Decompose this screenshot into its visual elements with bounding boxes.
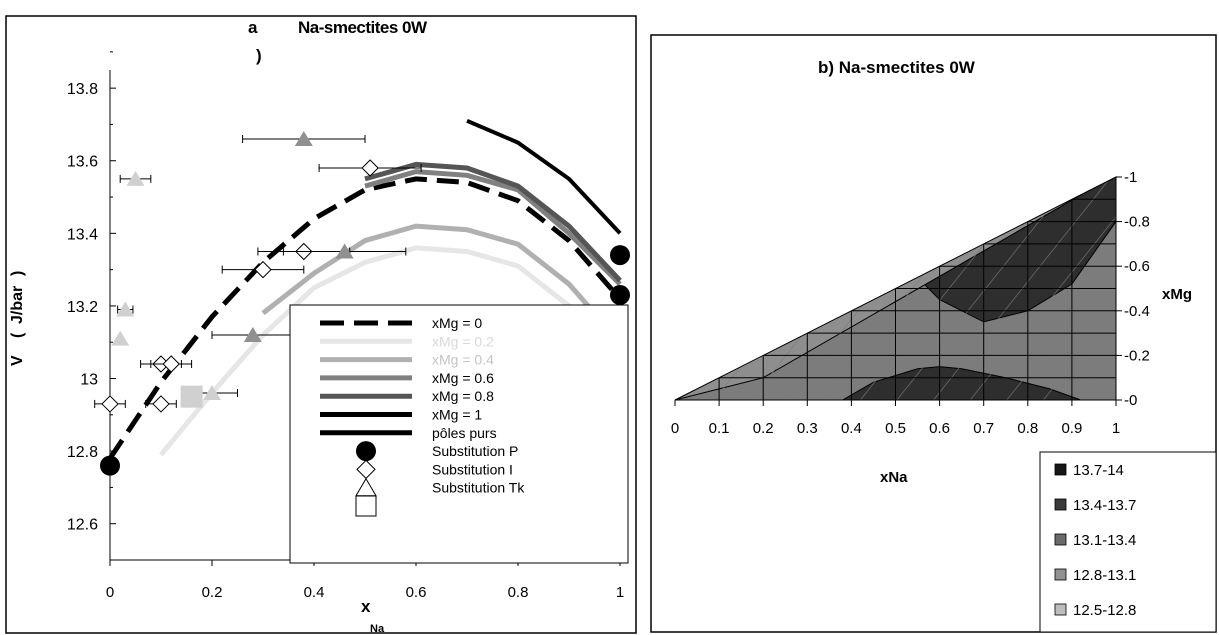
marker-triangle xyxy=(116,301,135,317)
panel-paren: ) xyxy=(256,46,262,65)
legend: xMg = 0 xMg = 0.2 xMg = 0.4 xMg = 0.6 xMg = … xyxy=(320,315,525,517)
marker-triangle xyxy=(243,326,262,342)
right-x-axis-label: xNa xyxy=(880,469,908,486)
x-tick-label: 0.6 xyxy=(406,584,427,601)
y-axis-label: V ( J/bar ) xyxy=(9,271,26,366)
x-tick-label: 0.4 xyxy=(304,584,325,601)
y-label-paren-open: ( xyxy=(9,332,26,338)
marker-diamond xyxy=(101,395,119,413)
right-x-tick-label: 0.2 xyxy=(753,420,774,437)
marker-triangle xyxy=(203,385,221,401)
right-x-tick-label: 0.5 xyxy=(885,420,906,437)
marker-triangle xyxy=(335,243,354,259)
marker-circle xyxy=(610,245,630,266)
legend-color-swatch xyxy=(1054,533,1067,546)
right-x-tick-label: 0.7 xyxy=(973,420,994,437)
legend-color-swatch xyxy=(1054,603,1067,616)
marker-triangle xyxy=(111,330,130,346)
legend-label: Substitution I xyxy=(432,461,513,477)
panel-letter: a xyxy=(248,18,258,37)
right-x-tick-label: 0.9 xyxy=(1061,420,1082,437)
legend-color-swatch xyxy=(1054,463,1067,476)
marker-diamond xyxy=(152,395,170,413)
series-line xyxy=(261,223,622,344)
right-y-axis-label: xMg xyxy=(1162,286,1192,303)
x-tick-label: 0.8 xyxy=(508,584,529,601)
y-tick-label: 12.6 xyxy=(67,517,98,534)
series-line xyxy=(159,245,622,457)
y-tick-label: 13 xyxy=(80,372,98,389)
y-tick-label: 13.8 xyxy=(67,81,98,98)
series-line xyxy=(107,176,622,460)
right-x-tick-label: 0.3 xyxy=(797,420,818,437)
y-label-v: V xyxy=(9,355,26,366)
marker-circle xyxy=(610,285,630,306)
x-tick-label: 1 xyxy=(616,584,624,601)
contour-legend-box xyxy=(1039,451,1217,633)
y-tick-label: 13.4 xyxy=(67,226,98,243)
right-x-tick-label: 1 xyxy=(1112,420,1120,437)
legend-swatch-square xyxy=(355,495,377,517)
right-chart-title: b) Na-smectites 0W xyxy=(818,58,976,77)
left-panel-frame xyxy=(5,15,637,634)
right-y-tick-label: -0.8 xyxy=(1124,214,1150,231)
legend-range-label: 13.1-13.4 xyxy=(1073,532,1136,549)
right-y-tick-label: -1 xyxy=(1124,169,1137,186)
legend-label: xMg = 0.4 xyxy=(432,352,494,368)
marker-diamond xyxy=(162,355,180,373)
right-y-tick-label: -0.6 xyxy=(1124,258,1150,275)
legend-label: Substitution P xyxy=(432,443,518,459)
legend-range-label: 12.8-13.1 xyxy=(1073,567,1136,584)
y-label-unit: J/bar xyxy=(9,286,26,324)
series-line xyxy=(364,169,622,286)
y-tick-label: 12.8 xyxy=(67,444,98,461)
marker-triangle xyxy=(126,170,145,186)
legend-range-label: 12.5-12.8 xyxy=(1073,602,1136,619)
legend-label: xMg = 0.6 xyxy=(432,370,494,386)
legend-swatch-circle xyxy=(356,441,376,462)
y-tick-label: 13.6 xyxy=(67,154,98,171)
x-axis-label-sub: Na xyxy=(370,623,385,635)
right-y-tick-label: -0.2 xyxy=(1124,347,1150,364)
right-chart-area: 0 0.1 0.2 0.3 0.4 0.5 0.6 0.7 0.8 0.9 1-0 -0.2 -0.4 -… xyxy=(671,169,1150,437)
x-tick-label: 0 xyxy=(106,584,114,601)
left-chart-area: 0 0.2 0.4 0.6 0.8 1 12.6 12.8 13 13.2 13.4 13.6 13.8 xyxy=(67,51,630,601)
right-y-tick-label: -0 xyxy=(1124,392,1137,409)
left-chart-title: Na-smectites 0W xyxy=(298,18,428,37)
x-tick-label: 0.2 xyxy=(202,584,223,601)
legend-label: xMg = 0 xyxy=(432,315,482,331)
right-x-tick-label: 0 xyxy=(671,420,679,437)
right-x-tick-label: 0.1 xyxy=(709,420,730,437)
marker-square xyxy=(180,385,203,408)
marker-triangle xyxy=(294,130,313,146)
marker-diamond xyxy=(361,159,379,177)
right-panel-frame xyxy=(650,34,1217,633)
right-x-tick-label: 0.4 xyxy=(841,420,862,437)
legend-color-swatch xyxy=(1054,568,1067,581)
legend-range-label: 13.4-13.7 xyxy=(1073,497,1136,514)
marker-diamond xyxy=(254,260,272,279)
marker-circle xyxy=(100,455,120,476)
legend-label: pôles purs xyxy=(432,425,497,441)
y-tick-label: 13.2 xyxy=(67,299,98,316)
legend-label: xMg = 0.8 xyxy=(432,388,494,404)
legend-label: xMg = 0.2 xyxy=(432,333,494,349)
x-axis-label: x xyxy=(361,597,371,616)
right-x-tick-label: 0.8 xyxy=(1017,420,1038,437)
contour-legend: 13.7-14 13.4-13.7 13.1-13.4 12.8-13.1 12.5-1… xyxy=(1054,462,1136,619)
legend-range-label: 13.7-14 xyxy=(1073,462,1124,479)
y-label-paren-close: ) xyxy=(9,271,26,276)
right-y-tick-label: -0.4 xyxy=(1124,303,1150,320)
series-line xyxy=(364,161,622,283)
right-x-tick-label: 0.6 xyxy=(929,420,950,437)
series-line xyxy=(466,118,622,235)
legend-label: Substitution Tk xyxy=(432,480,525,496)
legend-label: xMg = 1 xyxy=(432,407,482,423)
legend-color-swatch xyxy=(1054,498,1067,511)
